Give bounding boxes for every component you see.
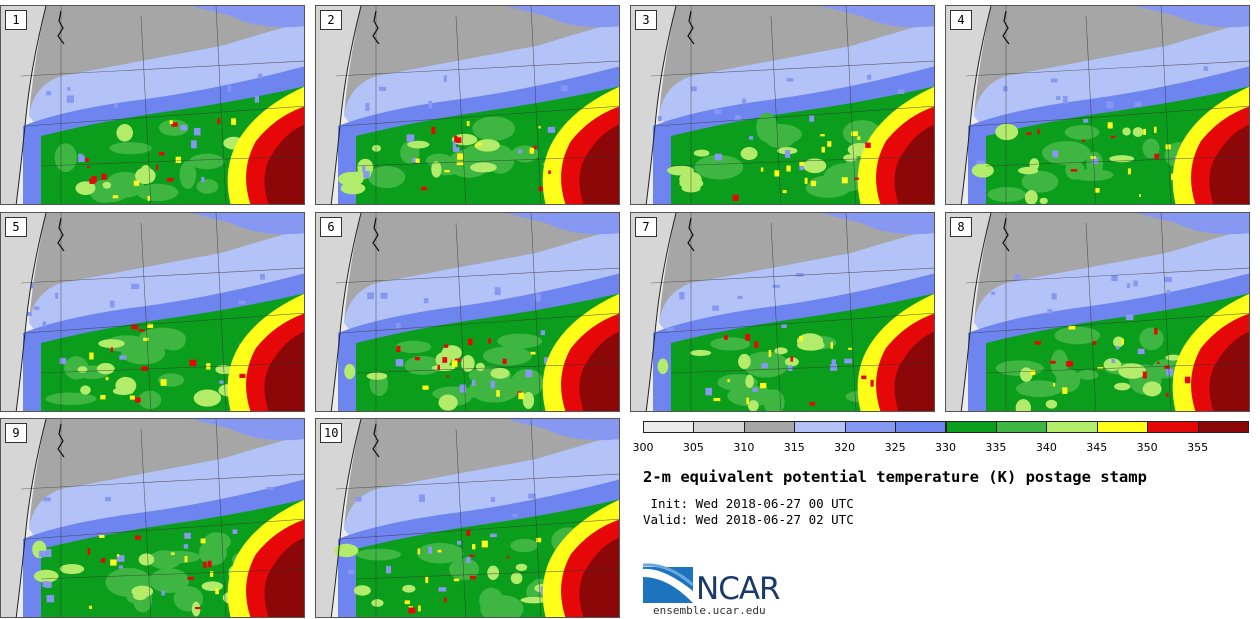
colorbar-tick-label: 320	[834, 441, 856, 454]
init-time: Init: Wed 2018-06-27 00 UTC	[643, 496, 854, 511]
map-plot	[316, 6, 619, 204]
member-panel-10: 10	[315, 418, 620, 618]
member-label: 8	[950, 217, 972, 237]
member-panel-7: 7	[630, 212, 935, 412]
member-label: 7	[635, 217, 657, 237]
valid-time: Valid: Wed 2018-06-27 02 UTC	[643, 512, 854, 527]
map-plot	[631, 213, 934, 411]
colorbar-segment	[945, 421, 997, 433]
map-plot	[1, 6, 304, 204]
logo-url: ensemble.ucar.edu	[653, 604, 766, 617]
colorbar-segment	[693, 421, 745, 433]
colorbar-segment	[1046, 421, 1098, 433]
colorbar-segment	[895, 421, 947, 433]
member-panel-8: 8	[945, 212, 1250, 412]
member-panel-4: 4	[945, 5, 1250, 205]
map-plot	[631, 6, 934, 204]
member-label: 5	[5, 217, 27, 237]
colorbar-segment	[1147, 421, 1199, 433]
colorbar-tick-label: 340	[1035, 441, 1057, 454]
member-panel-2: 2	[315, 5, 620, 205]
colorbar-segment	[1197, 421, 1249, 433]
map-plot	[1, 213, 304, 411]
member-panel-3: 3	[630, 5, 935, 205]
colorbar-segment	[794, 421, 846, 433]
member-label: 3	[635, 10, 657, 30]
colorbar-tick-label: 315	[783, 441, 805, 454]
colorbar-tick-label: 350	[1136, 441, 1158, 454]
map-plot	[946, 6, 1249, 204]
member-panel-6: 6	[315, 212, 620, 412]
colorbar-tick-label: 305	[682, 441, 704, 454]
map-plot	[946, 213, 1249, 411]
member-panel-5: 5	[0, 212, 305, 412]
colorbar-segment	[844, 421, 897, 433]
member-label: 6	[320, 217, 342, 237]
colorbar	[643, 421, 1249, 434]
colorbar-segment	[995, 421, 1048, 433]
member-label: 9	[5, 423, 27, 443]
colorbar-segment	[743, 421, 796, 433]
member-panel-9: 9	[0, 418, 305, 618]
colorbar-tick-label: 300	[632, 441, 654, 454]
member-label: 10	[320, 423, 343, 443]
map-plot	[316, 419, 619, 617]
member-label: 1	[5, 10, 27, 30]
colorbar-segment	[643, 421, 695, 433]
map-plot	[316, 213, 619, 411]
member-label: 4	[950, 10, 972, 30]
colorbar-tick-label: 325	[884, 441, 906, 454]
ncar-logo-icon	[643, 563, 693, 603]
colorbar-tick-label: 330	[935, 441, 956, 454]
member-panel-1: 1	[0, 5, 305, 205]
plot-title: 2-m equivalent potential temperature (K)…	[643, 468, 1147, 486]
map-plot	[1, 419, 304, 617]
colorbar-tick-label: 345	[1086, 441, 1108, 454]
colorbar-tick-label: 310	[733, 441, 755, 454]
colorbar-tick-label: 355	[1187, 441, 1209, 454]
colorbar-tick-label: 335	[985, 441, 1007, 454]
member-label: 2	[320, 10, 342, 30]
colorbar-segment	[1096, 421, 1149, 433]
logo-name: NCAR	[696, 571, 781, 607]
